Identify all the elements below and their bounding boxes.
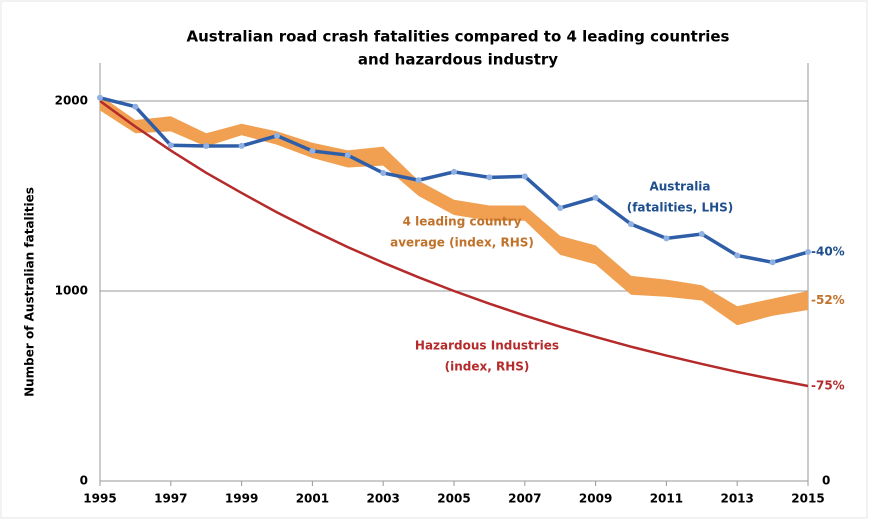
point [344,152,351,159]
y2-tick-label: 0 [822,474,830,488]
point [521,173,528,180]
point [486,174,493,181]
point [734,252,741,259]
point [238,142,245,149]
point [451,168,457,175]
point [663,235,670,242]
point [698,231,705,237]
x-tick-label: 1999 [225,492,258,506]
x-tick-label: 1995 [83,492,116,506]
point [769,259,776,266]
x-tick-label: 2005 [437,492,470,506]
y-tick-label: 1000 [55,284,88,298]
point [628,221,634,228]
y-tick-label: 2000 [55,94,88,108]
point [274,132,280,139]
x-tick-label: 1997 [154,492,187,506]
series-label: Australia [649,180,710,194]
point [97,94,103,101]
series-label: (index, RHS) [445,360,530,374]
x-tick-label: 2011 [650,492,683,506]
series-label: average (index, RHS) [390,236,534,250]
end-label: -52% [811,293,845,307]
end-label: -40% [811,245,845,259]
chart-title: Australian road crash fatalities compare… [187,28,730,46]
point [132,103,139,110]
x-tick-label: 2003 [366,492,399,506]
x-tick-label: 2007 [508,492,541,506]
point [592,194,599,201]
x-tick-label: 2013 [720,492,753,506]
line [99,99,809,388]
series-label: 4 leading country [403,215,522,229]
y-tick-label: 0 [80,474,88,488]
x-tick-label: 2015 [791,492,824,506]
point [805,249,811,256]
series-label: Hazardous Industries [415,339,559,353]
point [309,147,316,154]
end-label: -75% [811,379,845,393]
x-tick-label: 2001 [296,492,329,506]
point [167,142,174,149]
point [415,177,422,184]
series-label: (fatalities, LHS) [627,201,734,215]
chart-title: and hazardous industry [358,51,558,69]
point [557,204,564,211]
point [203,143,210,150]
range-band [100,95,808,326]
x-tick-label: 2009 [579,492,612,506]
point [380,170,387,177]
y-axis-title: Number of Australian fatalities [23,187,37,397]
